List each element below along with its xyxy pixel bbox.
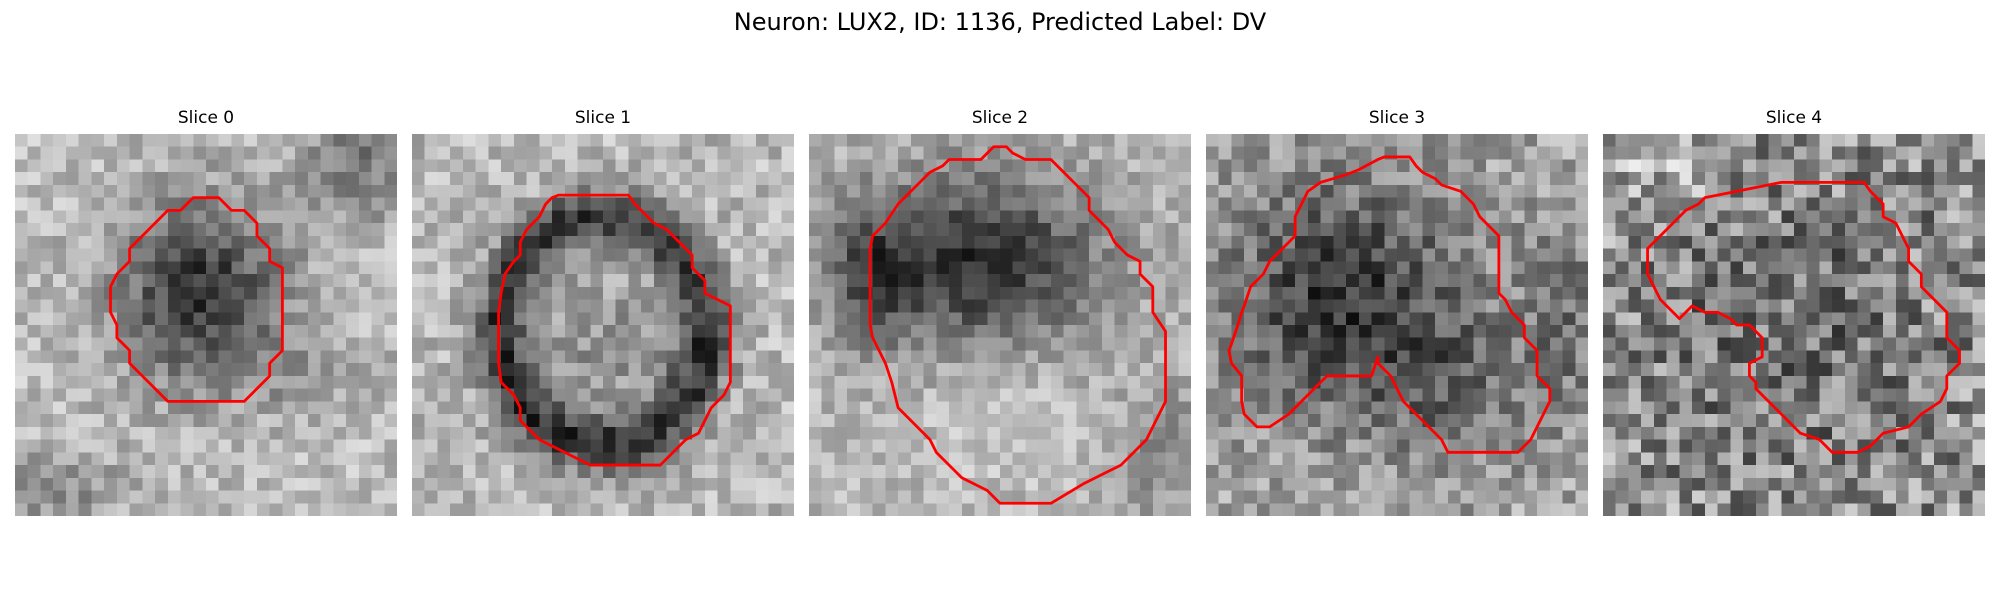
slice-panel-4: Slice 4 xyxy=(1603,108,1985,516)
slice-4-title: Slice 4 xyxy=(1765,108,1823,128)
slice-1-image xyxy=(412,134,794,516)
slice-3-pixels xyxy=(1206,134,1588,516)
slice-3-image xyxy=(1206,134,1588,516)
slice-2-image xyxy=(809,134,1191,516)
slice-2-contour xyxy=(868,145,1167,505)
slice-0-pixels xyxy=(15,134,397,516)
slice-panel-0: Slice 0 xyxy=(15,108,397,516)
slice-3-contour xyxy=(1227,155,1552,454)
slice-panel-3: Slice 3 xyxy=(1206,108,1588,516)
slice-4-pixels xyxy=(1603,134,1985,516)
slice-3-title: Slice 3 xyxy=(1368,108,1426,128)
slice-0-title: Slice 0 xyxy=(177,108,235,128)
slice-panel-1: Slice 1 xyxy=(412,108,794,516)
slice-1-contour xyxy=(497,193,732,467)
slice-1-title: Slice 1 xyxy=(574,108,632,128)
figure-title: Neuron: LUX2, ID: 1136, Predicted Label:… xyxy=(733,8,1267,36)
slice-4-image xyxy=(1603,134,1985,516)
slice-1-pixels xyxy=(412,134,794,516)
slice-0-image xyxy=(15,134,397,516)
slice-0-contour xyxy=(109,196,284,403)
slice-2-title: Slice 2 xyxy=(971,108,1029,128)
slice-2-pixels xyxy=(809,134,1191,516)
slice-4-contour xyxy=(1646,180,1961,454)
slice-panel-2: Slice 2 xyxy=(809,108,1191,516)
